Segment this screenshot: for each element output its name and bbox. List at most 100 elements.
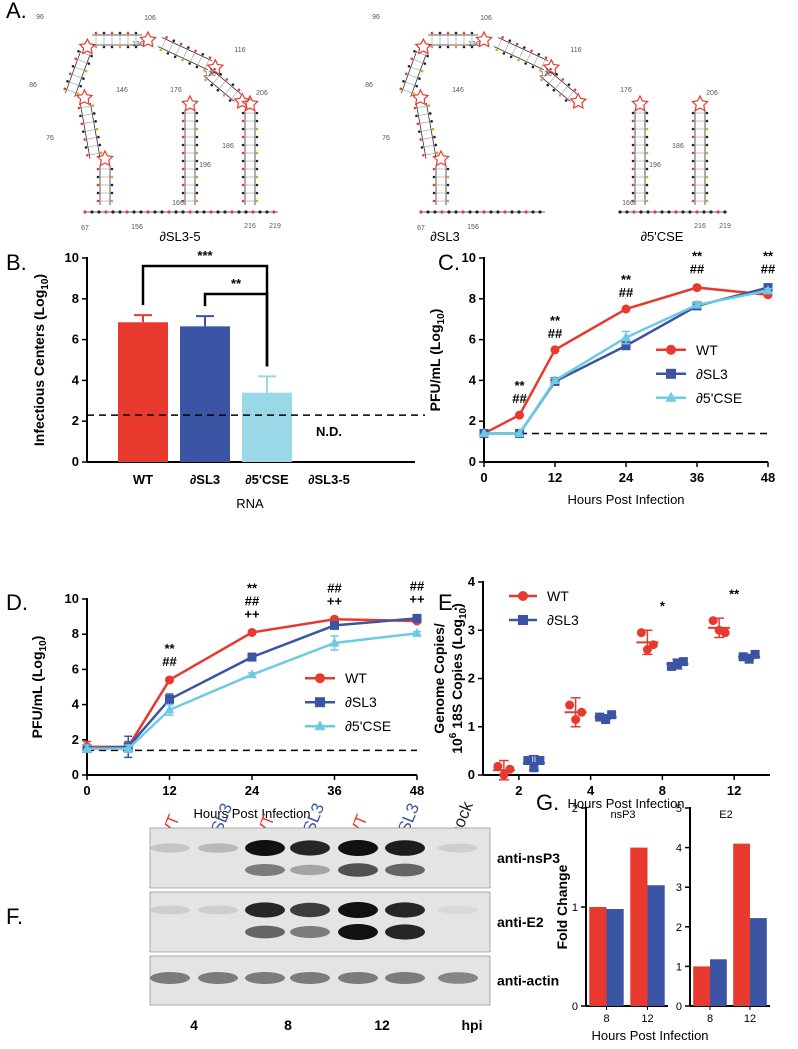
nucleotide <box>255 183 259 187</box>
significance-label: ** <box>550 313 561 328</box>
base-pair <box>87 145 98 148</box>
x-tick-label: ∂SL3-5 <box>308 472 350 487</box>
base-pair <box>89 152 100 156</box>
nucleotide <box>241 127 245 131</box>
nucleotide-number: 216 <box>694 223 706 230</box>
nucleotide <box>691 111 695 115</box>
blot-band <box>338 863 378 877</box>
y-axis-label-part: PFU/mL (Log <box>427 324 443 411</box>
bar <box>589 907 607 1006</box>
nucleotide <box>524 62 527 65</box>
nucleotide-number: 86 <box>29 82 37 89</box>
nucleotide <box>475 210 479 214</box>
bar <box>630 847 648 1006</box>
series-line <box>484 289 769 435</box>
nucleotide <box>517 58 520 62</box>
nucleotide <box>404 72 408 76</box>
base-pair <box>526 52 532 62</box>
nucleotide-number: 196 <box>649 162 661 169</box>
nucleotide <box>645 111 649 115</box>
nucleotide <box>84 146 88 149</box>
data-point <box>621 304 631 314</box>
nucleotide <box>181 127 185 131</box>
nucleotide <box>695 210 699 214</box>
y-axis-label-part: ) <box>31 274 47 279</box>
nucleotide <box>216 210 220 214</box>
y-tick-label: 0 <box>72 454 79 469</box>
y-axis-label-part: 6 <box>448 732 459 738</box>
nucleotide <box>631 191 635 195</box>
nucleotide <box>79 114 82 118</box>
x-axis-label: Hours Post Infection <box>567 492 684 507</box>
nucleotide <box>431 127 435 131</box>
nucleotide <box>96 175 100 179</box>
x-axis-label: RNA <box>236 496 264 511</box>
nucleotide <box>524 210 528 214</box>
data-point <box>523 756 533 766</box>
nucleotide <box>502 52 506 55</box>
nucleotide <box>258 210 262 214</box>
rna-strand <box>161 37 213 62</box>
nucleotide <box>653 210 657 214</box>
data-point <box>82 743 92 753</box>
data-point <box>607 710 617 720</box>
nucleotide <box>402 80 405 83</box>
nucleotide <box>508 39 512 43</box>
nucleotide <box>645 159 649 163</box>
nucleotide <box>118 210 122 214</box>
blot-band <box>198 905 238 915</box>
nucleotide-number: 106 <box>480 15 492 22</box>
nucleotide <box>195 135 199 139</box>
nucleotide <box>423 62 427 65</box>
nucleotide <box>415 84 418 88</box>
nucleotide <box>118 45 122 49</box>
nucleotide <box>255 151 259 155</box>
x-tick-label: ∂SL3 <box>190 472 220 487</box>
data-point <box>247 627 257 637</box>
panel-label: F. <box>6 904 23 929</box>
modification-star <box>241 94 259 112</box>
nucleotide <box>231 83 235 86</box>
nucleotide <box>255 159 259 163</box>
data-point <box>412 613 422 623</box>
y-tick-label: 0 <box>572 1001 578 1013</box>
y-axis-label-part: 10 <box>38 640 49 652</box>
data-point <box>750 649 760 659</box>
nucleotide <box>538 210 542 214</box>
nucleotide <box>470 45 474 49</box>
modification-star <box>139 30 157 48</box>
base-pair <box>80 51 90 56</box>
x-tick-label: 24 <box>245 783 260 798</box>
nucleotide <box>110 183 114 187</box>
base-pair <box>548 75 556 84</box>
significance-label: ** <box>729 587 740 602</box>
nucleotide <box>153 210 157 214</box>
nucleotide <box>97 210 101 214</box>
nucleotide <box>74 57 78 61</box>
data-point <box>247 669 257 679</box>
nucleotide <box>645 151 649 155</box>
y-axis-label-part: 10 <box>449 738 465 754</box>
nucleotide <box>139 210 143 214</box>
legend-label: ∂5'CSE <box>696 390 742 406</box>
x-tick-label: 4 <box>587 783 595 798</box>
base-pair <box>405 81 415 86</box>
rna-strand <box>416 104 427 159</box>
modification-star <box>78 37 97 55</box>
legend-label: ∂SL3 <box>345 694 377 710</box>
nucleotide <box>631 111 635 115</box>
nucleotide <box>255 127 259 131</box>
nucleotide <box>645 143 649 147</box>
y-axis-label: Infectious Centers (Log10) <box>31 274 51 446</box>
base-pair <box>419 121 430 124</box>
nucleotide <box>94 31 98 35</box>
nucleotide <box>91 104 95 107</box>
significance-label: ** <box>621 272 632 287</box>
nucleotide <box>241 151 245 155</box>
nucleotide <box>428 112 432 115</box>
base-pair <box>206 70 214 79</box>
nucleotide <box>99 151 103 155</box>
data-point <box>329 637 340 647</box>
x-tick-label: 36 <box>327 783 341 798</box>
nucleotide <box>241 119 245 123</box>
